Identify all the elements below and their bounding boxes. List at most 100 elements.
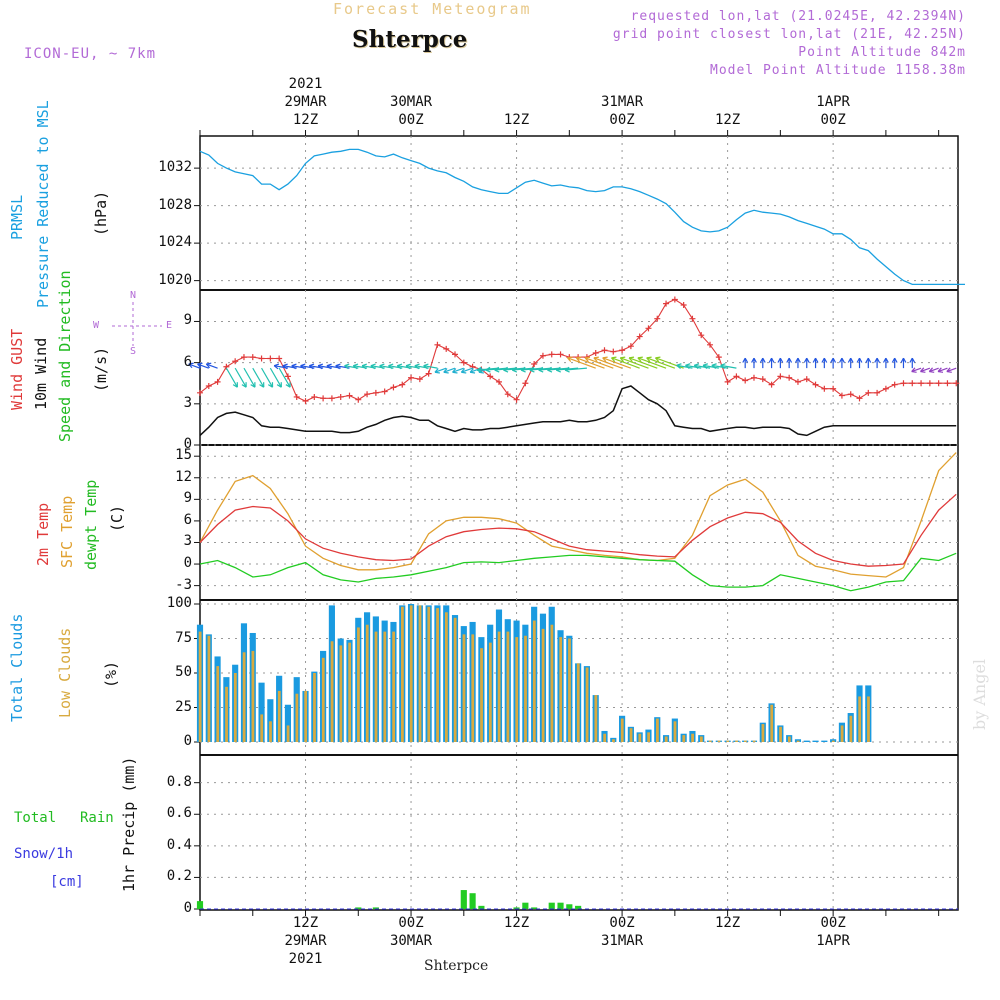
gust-point — [337, 393, 344, 400]
wind-arrow-head — [676, 363, 682, 369]
gust-point — [750, 374, 757, 381]
gust-point — [698, 332, 705, 339]
low-cloud-bar — [682, 735, 686, 742]
low-cloud-bar — [664, 736, 668, 742]
wind-arrow — [685, 364, 702, 369]
wind-arrow-head — [460, 368, 467, 374]
wind-arrow-head — [839, 357, 845, 363]
wind-arrow-head — [856, 357, 863, 363]
ytick-label-clouds: 50 — [175, 664, 192, 680]
wind-arrow — [243, 367, 256, 388]
rain-bar — [522, 902, 529, 909]
gust-point — [390, 384, 397, 391]
label-clouds-unit: (%) — [102, 660, 120, 688]
wind-arrow-head — [821, 357, 828, 363]
wind-arrow — [620, 357, 649, 369]
wind-arrow — [261, 367, 274, 388]
ytick-label-wind: 9 — [183, 312, 192, 329]
wind-arrow-head — [795, 357, 801, 363]
gust-point — [689, 315, 696, 322]
low-cloud-bar — [225, 686, 228, 742]
wind-arrow-head — [946, 367, 952, 373]
wind-arrow-head — [847, 357, 854, 363]
low-cloud-bar — [418, 605, 422, 742]
low-cloud-bar — [207, 635, 211, 742]
gust-point — [953, 380, 960, 387]
xlabel-bottom-hour: 00Z — [609, 915, 635, 931]
sfc-temp-line — [199, 452, 957, 578]
gust-point — [935, 380, 942, 387]
gust-point — [495, 378, 502, 385]
low-cloud-bar — [216, 666, 220, 742]
wind-arrow — [567, 357, 596, 369]
gust-point — [425, 370, 432, 377]
total-cloud-bar — [821, 740, 828, 742]
ytick-label-precip: 0 — [183, 900, 192, 916]
wind-arrow-head — [777, 357, 784, 363]
low-cloud-bar — [242, 652, 246, 742]
wind-arrow — [206, 363, 218, 369]
wind-arrow-head — [388, 363, 394, 370]
low-cloud-bar — [708, 740, 712, 742]
ytick-label-clouds: 75 — [175, 629, 192, 646]
gust-point — [909, 380, 916, 387]
gust-point — [311, 393, 318, 400]
label-pressure-unit: (hPa) — [92, 190, 110, 236]
label-rain: Rain — [80, 810, 114, 826]
wind-arrow-head — [434, 368, 440, 374]
gust-point — [874, 389, 881, 396]
wind-arrow-head — [655, 356, 661, 363]
low-cloud-bar — [295, 693, 299, 742]
xlabel-bottom-hour: 12Z — [292, 915, 319, 931]
wind-arrow-head — [326, 363, 332, 370]
compass-s: S — [130, 346, 137, 357]
low-cloud-bar — [401, 606, 404, 742]
total-cloud-bar — [284, 704, 292, 742]
low-cloud-bar — [770, 704, 774, 742]
wind-arrow — [461, 367, 473, 373]
gust-point — [267, 355, 274, 362]
wind-arrow-head — [241, 382, 247, 388]
gust-point — [408, 374, 415, 381]
gust-point — [882, 385, 889, 392]
wind-arrow-head — [494, 366, 500, 373]
wind-arrow — [576, 357, 605, 369]
wind-arrow — [694, 364, 711, 369]
wind-arrow — [711, 364, 728, 369]
low-cloud-bar — [752, 740, 756, 742]
gust-point — [302, 398, 309, 405]
xlabel-top-year: 2021 — [288, 76, 323, 92]
ytick-label-clouds: 100 — [166, 595, 192, 611]
wind-arrow-head — [250, 382, 256, 388]
gust-point — [346, 392, 353, 399]
wind-arrow-head — [900, 357, 907, 363]
gust-point — [443, 345, 450, 352]
wind-arrow-head — [308, 363, 315, 370]
ytick-label-temp: 15 — [175, 447, 192, 464]
wind-arrow-head — [361, 363, 368, 370]
wind-arrow-head — [812, 357, 819, 363]
label-snow-cm: [cm] — [50, 874, 84, 890]
low-cloud-bar — [321, 657, 325, 742]
temp2m-line — [199, 493, 957, 567]
gust-point — [487, 373, 494, 380]
wind-arrow — [946, 367, 957, 373]
wind-arrow — [911, 367, 922, 373]
low-cloud-bar — [444, 612, 448, 742]
low-cloud-bar — [629, 728, 633, 742]
wind-arrow-head — [529, 366, 535, 373]
ytick-label-clouds: 25 — [175, 698, 192, 715]
location-title: Shterpce — [352, 26, 468, 53]
gust-point — [742, 377, 749, 384]
wind-arrow-head — [344, 363, 350, 370]
wind-arrow-head — [584, 356, 591, 363]
wind-line — [199, 385, 957, 437]
xlabel-bottom-hour: 00Z — [820, 915, 846, 931]
gust-point — [504, 391, 511, 398]
ytick-label-temp: 12 — [175, 468, 192, 485]
gust-point — [592, 350, 599, 357]
wind-arrow-head — [575, 356, 582, 363]
low-cloud-bar — [462, 634, 466, 742]
ytick-label-pressure: 1024 — [158, 234, 192, 251]
wind-arrow — [637, 357, 667, 369]
